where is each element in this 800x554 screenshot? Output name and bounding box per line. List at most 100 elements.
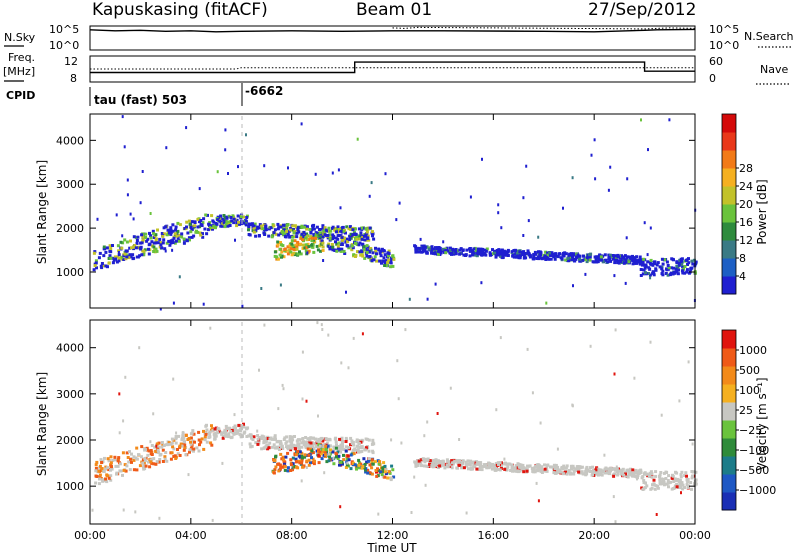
data-cell-sparse <box>96 217 99 221</box>
data-cell <box>279 465 283 469</box>
data-cell-sparse <box>185 126 188 130</box>
data-cell <box>321 439 325 443</box>
data-cell <box>527 252 531 256</box>
data-cell <box>615 470 619 473</box>
data-cell <box>497 463 500 466</box>
data-cell <box>301 465 305 469</box>
data-cell <box>322 448 326 452</box>
date-title: 27/Sep/2012 <box>588 0 696 20</box>
data-cell <box>564 258 568 262</box>
data-cell <box>305 238 309 242</box>
data-cell <box>364 247 368 251</box>
data-cell-sparse <box>691 442 694 446</box>
data-cell <box>603 253 607 257</box>
data-cell <box>501 256 505 260</box>
data-cell <box>176 448 179 451</box>
data-cell <box>652 270 656 274</box>
data-cell <box>102 469 106 473</box>
data-cell <box>641 488 645 491</box>
data-cell-sparse <box>356 137 359 141</box>
data-cell <box>545 253 549 257</box>
data-cell <box>203 227 207 231</box>
data-cell <box>204 213 208 217</box>
data-cell <box>441 463 445 467</box>
data-cell <box>532 470 536 474</box>
data-cell-sparse <box>122 419 125 423</box>
cpid-bar: tau (fast) 503 -6662 <box>89 83 283 107</box>
data-cell-sparse <box>426 420 429 424</box>
data-cell <box>480 253 484 257</box>
data-cell <box>465 248 469 252</box>
data-cell <box>631 262 635 266</box>
data-cell <box>651 483 654 487</box>
data-cell <box>109 256 113 260</box>
data-cell <box>260 434 264 438</box>
data-cell-sparse <box>277 407 280 411</box>
data-cell <box>343 236 346 240</box>
data-cell <box>169 442 173 446</box>
data-cell <box>317 453 321 457</box>
data-cell <box>310 449 314 453</box>
data-cell <box>371 451 375 455</box>
data-cell <box>554 464 558 468</box>
data-cell <box>227 434 231 438</box>
data-cell <box>503 462 507 466</box>
data-cell <box>650 472 654 476</box>
data-cell <box>272 459 276 463</box>
data-cell <box>423 464 426 468</box>
data-cell <box>353 463 357 467</box>
data-cell <box>309 461 312 465</box>
data-cell <box>180 232 184 236</box>
data-cell <box>117 259 121 263</box>
data-cell <box>684 258 688 262</box>
data-cell <box>641 272 645 276</box>
data-cell <box>94 259 98 263</box>
data-cell <box>189 225 193 229</box>
data-cell <box>468 254 472 258</box>
data-cell <box>685 270 689 274</box>
data-cell-sparse <box>522 234 525 237</box>
data-cell <box>482 463 486 467</box>
data-cell <box>250 222 254 226</box>
data-cell <box>161 448 165 452</box>
data-cell <box>109 461 113 465</box>
data-cell <box>365 250 369 254</box>
data-cell <box>679 257 683 261</box>
data-cell <box>235 220 239 224</box>
freq-panel: 12 8 60 0 <box>64 55 723 85</box>
data-cell <box>658 475 661 478</box>
data-cell-sparse <box>121 234 124 238</box>
data-cell <box>594 257 598 261</box>
velocity-colorbar-label: −100 <box>739 444 769 457</box>
data-cell <box>103 456 106 460</box>
data-cell <box>462 466 466 470</box>
data-cell <box>625 255 629 259</box>
data-cell-sparse <box>384 172 387 176</box>
data-cell-sparse <box>626 177 629 181</box>
data-cell <box>379 254 383 258</box>
data-cell <box>451 247 455 251</box>
data-cell <box>475 462 479 466</box>
data-cell <box>211 429 215 433</box>
data-cell <box>551 254 554 257</box>
data-cell <box>130 246 133 250</box>
data-cell <box>650 475 654 479</box>
data-cell <box>338 247 342 251</box>
data-cell <box>266 437 270 440</box>
data-cell <box>683 271 687 275</box>
data-cell <box>391 264 395 268</box>
data-cell <box>339 443 343 447</box>
data-cell <box>352 230 356 234</box>
data-cell <box>104 467 107 471</box>
data-cell <box>552 253 556 256</box>
data-cell <box>440 249 444 253</box>
data-cell <box>293 435 296 438</box>
data-cell <box>283 468 287 472</box>
data-cell <box>622 261 626 265</box>
data-cell <box>266 443 270 447</box>
data-cell <box>614 256 618 260</box>
data-cell-sparse <box>571 404 574 408</box>
data-cell <box>624 472 627 476</box>
data-cell <box>102 479 106 483</box>
data-cell-sparse <box>395 218 398 222</box>
